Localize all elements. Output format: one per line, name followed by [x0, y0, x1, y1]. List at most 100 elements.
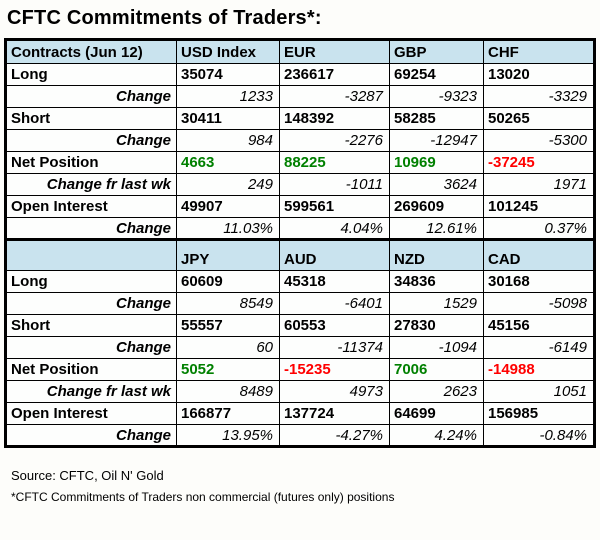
- value-cell: 58285: [389, 107, 484, 130]
- row-label: Change: [5, 292, 177, 315]
- value-cell: 1529: [389, 292, 484, 315]
- column-header-jpy: JPY: [176, 238, 280, 271]
- value-cell: 156985: [483, 402, 595, 425]
- table-row: Short 30411 148392 58285 50265: [5, 107, 595, 130]
- value-cell: 984: [176, 129, 280, 152]
- value-cell: 166877: [176, 402, 280, 425]
- value-cell: 45156: [483, 314, 595, 337]
- value-cell: 249: [176, 173, 280, 196]
- value-cell: 27830: [389, 314, 484, 337]
- column-header-chf: CHF: [483, 39, 595, 64]
- table-row: Change fr last wk 249 -1011 3624 1971: [5, 173, 595, 196]
- value-cell: -37245: [483, 151, 595, 174]
- table-row: Long 60609 45318 34836 30168: [5, 270, 595, 293]
- value-cell: 599561: [279, 195, 390, 218]
- footer: Source: CFTC, Oil N' Gold *CFTC Commitme…: [11, 468, 596, 504]
- value-cell: -5098: [483, 292, 595, 315]
- value-cell: 64699: [389, 402, 484, 425]
- value-cell: 148392: [279, 107, 390, 130]
- row-label: Short: [5, 314, 177, 337]
- value-cell: 7006: [389, 358, 484, 381]
- value-cell: 30168: [483, 270, 595, 293]
- cot-table: Contracts (Jun 12) USD Index EUR GBP CHF Long…: [4, 38, 596, 448]
- value-cell: 5052: [176, 358, 280, 381]
- value-cell: -3329: [483, 85, 595, 108]
- value-cell: 1051: [483, 380, 595, 403]
- column-header-cad: CAD: [483, 238, 595, 271]
- value-cell: 4.04%: [279, 217, 390, 240]
- row-label: Long: [5, 270, 177, 293]
- value-cell: 10969: [389, 151, 484, 174]
- table-row: Change 13.95% -4.27% 4.24% -0.84%: [5, 424, 595, 447]
- column-header-gbp: GBP: [389, 39, 484, 64]
- value-cell: -12947: [389, 129, 484, 152]
- value-cell: 8549: [176, 292, 280, 315]
- value-cell: 60609: [176, 270, 280, 293]
- table-row: Change fr last wk 8489 4973 2623 1051: [5, 380, 595, 403]
- row-label: Change: [5, 217, 177, 240]
- value-cell: 2623: [389, 380, 484, 403]
- value-cell: -9323: [389, 85, 484, 108]
- row-label: Change: [5, 129, 177, 152]
- value-cell: 269609: [389, 195, 484, 218]
- value-cell: -1011: [279, 173, 390, 196]
- value-cell: -4.27%: [279, 424, 390, 447]
- value-cell: 50265: [483, 107, 595, 130]
- value-cell: 3624: [389, 173, 484, 196]
- value-cell: 4973: [279, 380, 390, 403]
- row-label: Change: [5, 85, 177, 108]
- header-row: JPY AUD NZD CAD: [5, 238, 595, 271]
- row-label: Net Position: [5, 151, 177, 174]
- value-cell: 35074: [176, 63, 280, 86]
- value-cell: 11.03%: [176, 217, 280, 240]
- value-cell: -1094: [389, 336, 484, 359]
- header-row: Contracts (Jun 12) USD Index EUR GBP CHF: [5, 39, 595, 64]
- value-cell: 0.37%: [483, 217, 595, 240]
- table-row: Change 984 -2276 -12947 -5300: [5, 129, 595, 152]
- row-label: Open Interest: [5, 195, 177, 218]
- table-row: Short 55557 60553 27830 45156: [5, 314, 595, 337]
- table-row: Net Position 4663 88225 10969 -37245: [5, 151, 595, 174]
- value-cell: -14988: [483, 358, 595, 381]
- column-header-nzd: NZD: [389, 238, 484, 271]
- row-label: Change: [5, 424, 177, 447]
- value-cell: 1971: [483, 173, 595, 196]
- table-row: Open Interest 49907 599561 269609 101245: [5, 195, 595, 218]
- column-header-aud: AUD: [279, 238, 390, 271]
- value-cell: 8489: [176, 380, 280, 403]
- column-header-eur: EUR: [279, 39, 390, 64]
- table-row: Change 1233 -3287 -9323 -3329: [5, 85, 595, 108]
- value-cell: -2276: [279, 129, 390, 152]
- value-cell: 4.24%: [389, 424, 484, 447]
- row-label: Change fr last wk: [5, 173, 177, 196]
- column-header-empty: [5, 238, 177, 271]
- value-cell: 55557: [176, 314, 280, 337]
- value-cell: 1233: [176, 85, 280, 108]
- table-row: Change 60 -11374 -1094 -6149: [5, 336, 595, 359]
- value-cell: 12.61%: [389, 217, 484, 240]
- row-label: Open Interest: [5, 402, 177, 425]
- row-label: Long: [5, 63, 177, 86]
- value-cell: 13020: [483, 63, 595, 86]
- value-cell: 4663: [176, 151, 280, 174]
- row-label: Change fr last wk: [5, 380, 177, 403]
- table-row: Long 35074 236617 69254 13020: [5, 63, 595, 86]
- value-cell: 13.95%: [176, 424, 280, 447]
- value-cell: 34836: [389, 270, 484, 293]
- table-row: Net Position 5052 -15235 7006 -14988: [5, 358, 595, 381]
- value-cell: -15235: [279, 358, 390, 381]
- value-cell: 60: [176, 336, 280, 359]
- value-cell: 30411: [176, 107, 280, 130]
- row-label: Net Position: [5, 358, 177, 381]
- value-cell: -5300: [483, 129, 595, 152]
- value-cell: -11374: [279, 336, 390, 359]
- cot-table-body: Contracts (Jun 12) USD Index EUR GBP CHF Long…: [5, 39, 595, 447]
- table-row: Open Interest 166877 137724 64699 156985: [5, 402, 595, 425]
- footnote-line: *CFTC Commitments of Traders non commerc…: [11, 490, 395, 504]
- value-cell: -6149: [483, 336, 595, 359]
- value-cell: 137724: [279, 402, 390, 425]
- row-label: Change: [5, 336, 177, 359]
- source-line: Source: CFTC, Oil N' Gold: [11, 468, 164, 483]
- table-row: Change 11.03% 4.04% 12.61% 0.37%: [5, 217, 595, 240]
